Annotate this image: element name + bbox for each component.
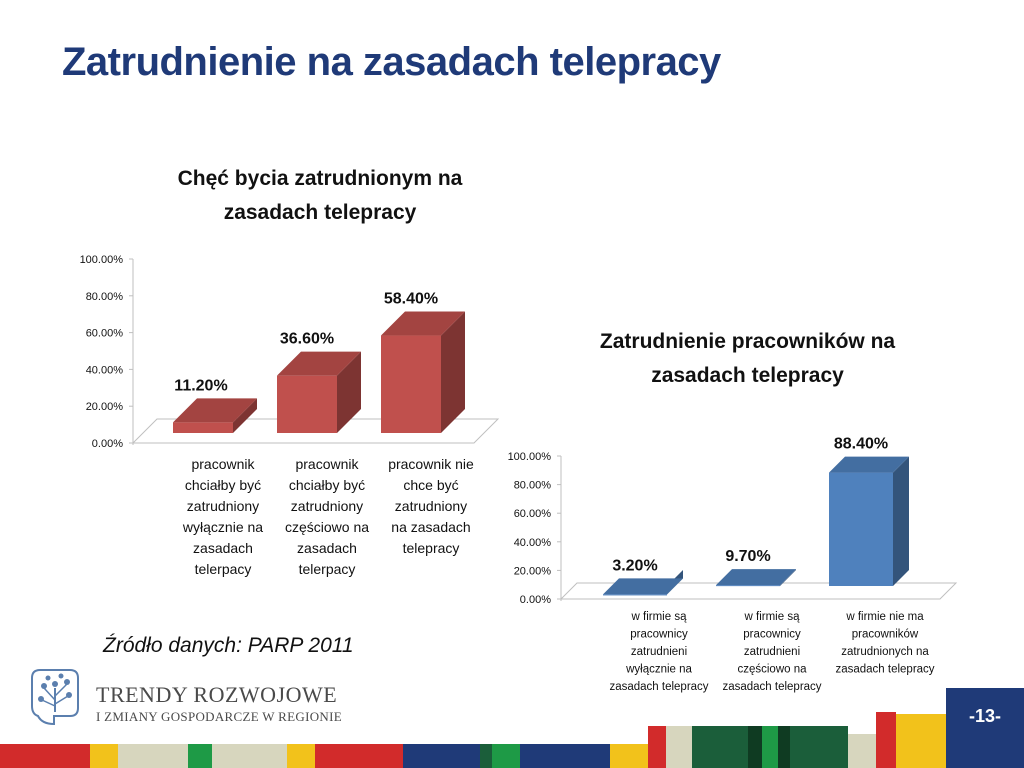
x-category-label: pracownik — [191, 456, 255, 472]
y-tick-label: 0.00% — [520, 594, 551, 606]
y-tick-label: 100.00% — [80, 254, 124, 266]
x-category-label: zatrudnieni — [631, 646, 687, 658]
chart2-title-line: zasadach telepracy — [651, 364, 844, 387]
y-tick-label: 80.00% — [514, 480, 552, 492]
chart1-title: Chęć bycia zatrudnionym na zasadach tele… — [130, 162, 510, 230]
bar — [173, 398, 257, 433]
data-label: 58.40% — [384, 291, 438, 308]
x-category-label: zasadach — [297, 540, 357, 556]
y-tick-label: 80.00% — [86, 291, 124, 303]
logo: TRENDY ROZWOJOWE I ZMIANY GOSPODARCZE W … — [30, 666, 350, 730]
data-label: 11.20% — [174, 377, 227, 394]
x-category-label: pracownicy — [630, 629, 688, 641]
x-category-label: zasadach telepracy — [835, 664, 934, 676]
x-category-label: w firmie nie ma — [845, 611, 924, 623]
data-label: 9.70% — [725, 548, 770, 565]
x-category-label: zasadach telepracy — [609, 681, 708, 693]
bar — [381, 311, 465, 433]
bar-top — [829, 456, 909, 473]
x-category-label: telerpacy — [195, 561, 252, 577]
y-tick-label: 40.00% — [514, 537, 552, 549]
bar-top — [716, 569, 796, 586]
bar-top — [173, 398, 257, 423]
x-category-label: chciałby być — [289, 477, 365, 493]
logo-text-line2: I ZMIANY GOSPODARCZE W REGIONIE — [96, 709, 342, 724]
x-category-label: częściowo na — [285, 519, 369, 535]
x-category-label: wyłącznie na — [625, 664, 692, 676]
chart2-title-line: Zatrudnienie pracowników na — [599, 330, 896, 353]
x-category-label: telerpacy — [299, 561, 356, 577]
bar-front — [173, 422, 233, 433]
bar — [716, 569, 796, 587]
bar — [603, 570, 683, 596]
bar-top — [277, 351, 361, 376]
x-category-label: pracowników — [852, 629, 919, 641]
tree-logo-icon — [31, 669, 79, 726]
y-tick-label: 60.00% — [86, 328, 124, 340]
x-category-label: zasadach telepracy — [722, 681, 821, 693]
page-title: Zatrudnienie na zasadach telepracy — [62, 40, 721, 84]
bar-side — [893, 456, 909, 586]
x-category-label: częściowo na — [737, 664, 807, 676]
chart1-title-line: Chęć bycia zatrudnionym na — [177, 167, 463, 190]
bar-side — [780, 569, 796, 586]
y-tick-label: 100.00% — [508, 451, 552, 463]
x-category-label: zatrudnieni — [744, 646, 800, 658]
bar-front — [603, 594, 667, 596]
x-category-label: chciałby być — [185, 477, 261, 493]
bar-side — [337, 351, 361, 433]
x-category-label: zatrudniony — [395, 498, 467, 514]
logo-text-line1: TRENDY ROZWOJOWE — [96, 682, 338, 707]
page-number: -13- — [946, 688, 1024, 744]
x-category-label: chce być — [403, 477, 458, 493]
x-category-label: zasadach — [193, 540, 253, 556]
y-tick-label: 40.00% — [86, 364, 124, 376]
x-category-label: telepracy — [403, 540, 460, 556]
bar — [277, 351, 361, 433]
x-category-label: w firmie są — [631, 611, 688, 623]
data-label: 88.40% — [834, 436, 888, 453]
bar — [829, 456, 909, 586]
chart2-title: Zatrudnienie pracowników na zasadach tel… — [550, 325, 945, 393]
bar-side — [233, 398, 257, 433]
y-tick-label: 20.00% — [86, 401, 124, 413]
x-category-label: pracownik nie — [388, 456, 474, 472]
x-category-label: zatrudniony — [291, 498, 363, 514]
bar-front — [829, 472, 893, 586]
x-category-label: wyłącznie na — [182, 519, 263, 535]
bar-top — [381, 311, 465, 336]
bar-front — [277, 375, 337, 433]
y-tick-label: 0.00% — [92, 438, 123, 450]
bar-top — [603, 578, 683, 595]
x-category-label: pracownicy — [743, 629, 801, 641]
data-label: 36.60% — [280, 331, 334, 348]
bar-front — [716, 585, 780, 587]
x-category-label: zatrudniony — [187, 498, 259, 514]
bar-side — [441, 311, 465, 433]
y-tick-label: 60.00% — [514, 508, 552, 520]
data-source-note: Źródło danych: PARP 2011 — [103, 634, 354, 657]
x-category-label: na zasadach — [391, 519, 470, 535]
chart1-title-line: zasadach telepracy — [223, 201, 417, 224]
x-category-label: w firmie są — [744, 611, 801, 623]
bar-front — [381, 335, 441, 433]
data-label: 3.20% — [612, 557, 657, 574]
x-category-label: pracownik — [295, 456, 359, 472]
y-tick-label: 20.00% — [514, 565, 552, 577]
x-category-label: zatrudnionych na — [841, 646, 929, 658]
